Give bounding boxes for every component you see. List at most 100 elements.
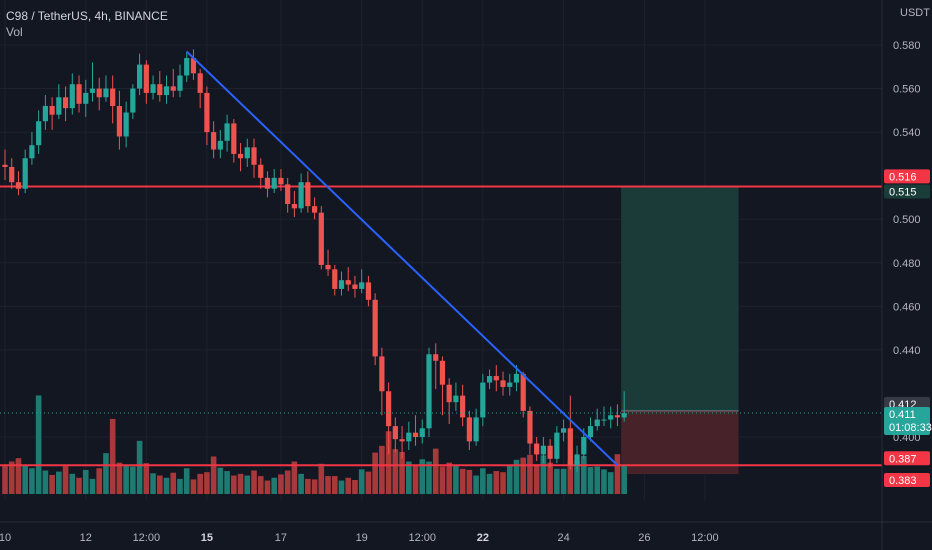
volume-bar [49,474,55,494]
candle-body [554,432,560,459]
candle-body [157,84,163,96]
position-target-zone [621,186,739,411]
price-tick-label: 0.460 [893,301,921,313]
volume-bar [170,472,177,494]
volume-bar [69,473,76,494]
last-price-tag-text: 01:08:33 [889,422,932,434]
candle-body [608,415,614,420]
candle-body [406,432,412,442]
price-tag-0-383-text: 0.383 [889,475,917,487]
price-tick-label: 0.540 [893,127,921,139]
volume-bar [237,473,244,494]
candle-body [305,182,311,207]
volume-bar [331,476,338,494]
long-position-tool[interactable] [621,186,739,475]
volume-bar [466,469,473,494]
horizontal-levels[interactable] [0,185,882,467]
volume-bar [130,466,136,494]
volume-bars [2,395,627,494]
volume-bar [325,476,331,494]
quote-unit-label: USDT [900,7,930,19]
candlesticks [2,49,627,472]
candle-body [399,439,405,442]
candle-body [338,280,345,289]
candle-body [372,299,378,357]
price-tag-0-515-background [884,184,930,199]
candle-body [473,417,479,442]
price-tick-label: 0.560 [893,84,921,96]
price-tag-0-387-text: 0.387 [889,453,917,465]
volume-bar [183,468,190,494]
volume-bar [513,459,520,494]
volume-bar [385,431,392,494]
volume-bar [621,465,627,494]
volume-bar [352,480,358,494]
candle-body [42,105,48,122]
volume-indicator-label[interactable]: Vol [6,25,23,39]
volume-bar [338,480,345,494]
volume-bar [109,418,116,494]
candle-body [460,395,466,418]
chart-legend: C98 / TetherUS, 4h, BINANCE Vol [6,8,168,40]
volume-bar [459,468,466,494]
volume-bar [392,449,399,494]
volume-bar [244,475,251,494]
volume-bar [480,468,486,494]
candle-body [197,73,203,93]
candle-body [486,376,493,383]
price-tick-label: 0.440 [893,345,921,357]
candle-body [379,356,385,392]
volume-bar [506,464,513,494]
candle-body [62,97,69,109]
volume-bar [143,463,150,494]
volume-bar [76,477,82,494]
candle-body [392,426,398,440]
candle-body [365,282,372,300]
volume-bar [197,473,203,494]
volume-bar [318,463,325,494]
volume-bar [533,464,540,494]
candle-body [36,121,42,146]
volume-bar [156,475,163,494]
candle-body [22,158,28,189]
candle-body [89,88,96,93]
candle-body [345,280,351,285]
candle-body [587,426,594,437]
volume-bar [554,468,560,494]
symbol-title[interactable]: C98 / TetherUS, 4h, BINANCE [6,9,168,23]
candle-body [137,64,143,89]
time-axis[interactable]: 10 12 12:00 15 17 19 12:00 22 24 26 12:00 [0,521,932,544]
candle-body [601,419,607,421]
volume-bar [298,473,304,494]
candle-body [271,177,277,189]
time-tick-label: 12:00 [133,532,161,544]
volume-bar [123,465,129,494]
volume-bar [594,466,601,494]
last-price-tag-text: 0.411 [889,409,916,421]
volume-bar [204,472,210,494]
candle-body [237,153,244,159]
candle-body [493,376,499,381]
time-tick-label: 15 [201,532,213,544]
candle-body [298,182,304,209]
volume-bar [540,455,547,494]
candle-body [2,164,8,167]
volume-bar [311,479,318,494]
candle-body [96,88,102,98]
volume-bar [89,478,96,494]
position-stop-zone [621,410,739,475]
candle-body [231,123,237,154]
candle-body [217,140,223,150]
candle-body [426,354,432,429]
trendline-drawing[interactable] [186,50,619,467]
volume-bar [426,461,432,494]
candle-body [419,428,425,437]
candle-body [359,282,365,289]
candle-body [56,97,62,115]
volume-bar [601,469,607,494]
time-tick-label: 12 [80,532,92,544]
candle-body [190,58,197,74]
candle-body [103,88,109,98]
volume-bar [439,466,446,494]
